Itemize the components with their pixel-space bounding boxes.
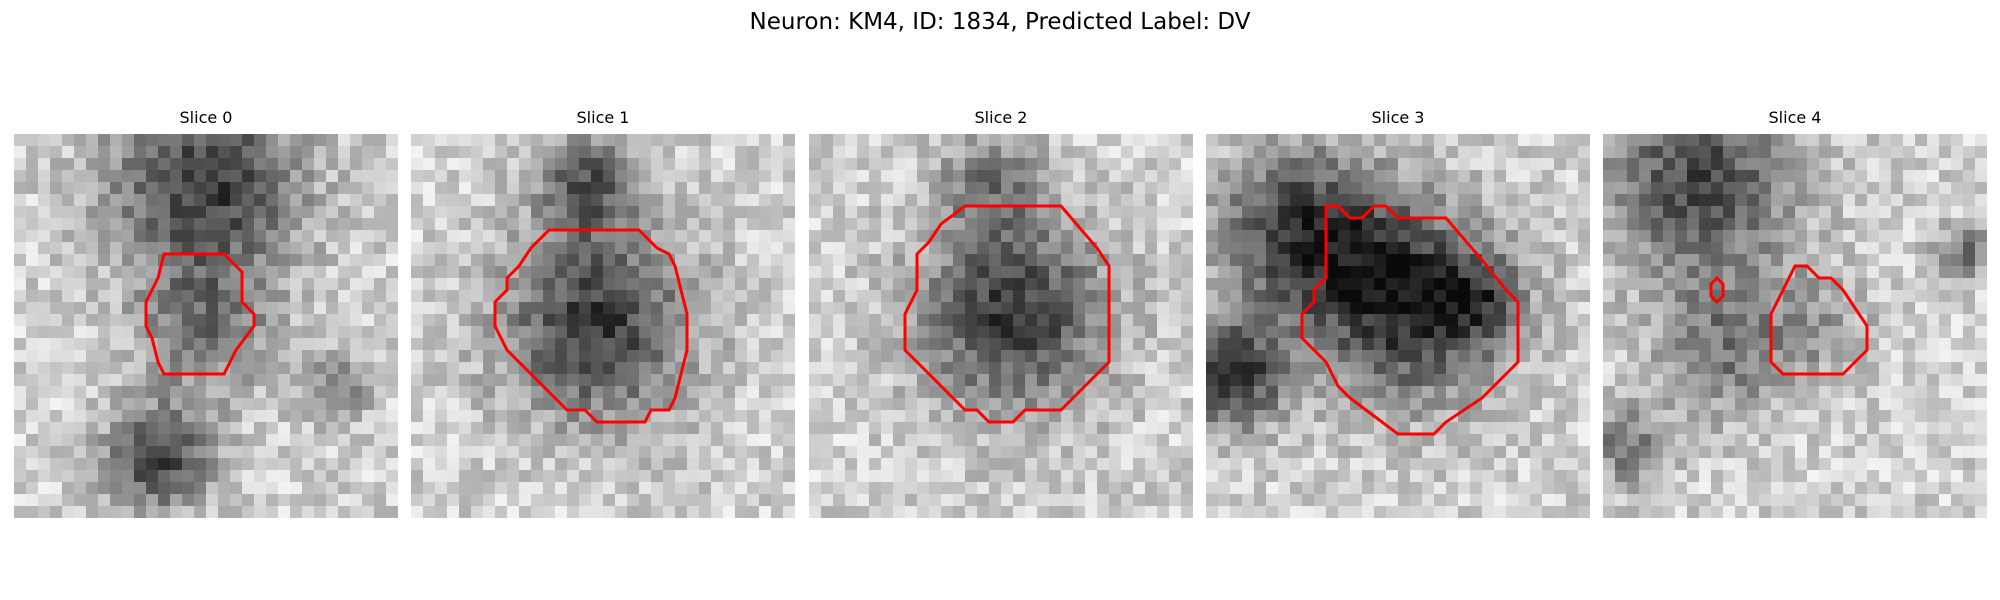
slice-image — [1206, 134, 1590, 518]
slice-panel-4: Slice 4 — [1603, 108, 1987, 518]
slice-title: Slice 4 — [1768, 108, 1822, 127]
roi-outline — [144, 252, 256, 376]
slice-image — [809, 134, 1193, 518]
slice-title: Slice 0 — [179, 108, 233, 127]
roi-outline — [1300, 204, 1520, 436]
slice-panel-2: Slice 2 — [809, 108, 1193, 518]
roi-outline — [1709, 275, 1725, 305]
roi-outline — [493, 228, 689, 424]
roi-outline — [903, 204, 1111, 424]
slice-image — [1603, 134, 1987, 518]
slice-panel-0: Slice 0 — [14, 108, 398, 518]
figure-title: Neuron: KM4, ID: 1834, Predicted Label: … — [749, 9, 1251, 35]
slice-title: Slice 3 — [1371, 108, 1425, 127]
slice-image — [411, 134, 795, 518]
slice-title: Slice 1 — [576, 108, 630, 127]
slice-image — [14, 134, 398, 518]
roi-outline — [1769, 264, 1869, 376]
slice-panel-3: Slice 3 — [1206, 108, 1590, 518]
slice-panel-1: Slice 1 — [411, 108, 795, 518]
slice-title: Slice 2 — [974, 108, 1028, 127]
